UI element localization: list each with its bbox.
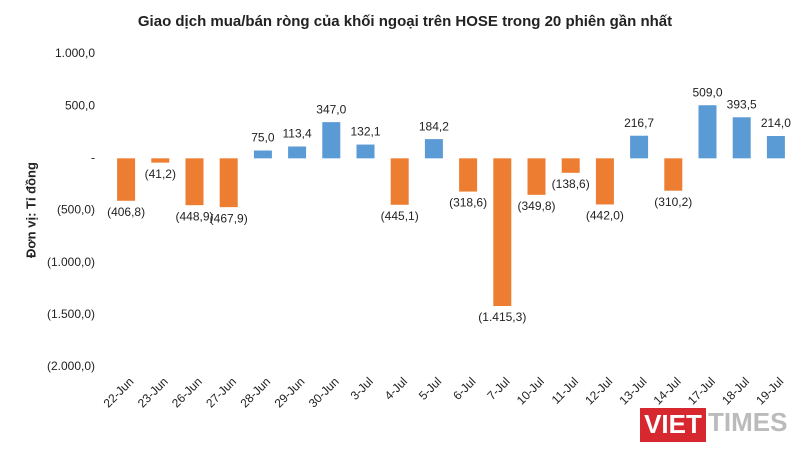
bar: [356, 144, 375, 159]
x-tick-label: 7-Jul: [484, 374, 512, 402]
bar: [288, 146, 307, 159]
logo-right: TIMES: [708, 407, 787, 437]
x-tick-label: 30-Jun: [306, 374, 342, 410]
value-label: (138,6): [552, 177, 590, 191]
bar: [459, 158, 478, 192]
y-tick-label: (2.000,0): [47, 359, 95, 373]
x-tick-label: 23-Jun: [135, 374, 171, 410]
x-tick-label: 17-Jul: [685, 374, 718, 407]
logo-box: [640, 408, 706, 442]
bar: [561, 158, 580, 173]
chart-title: Giao dịch mua/bán ròng của khối ngoại tr…: [138, 13, 672, 30]
value-label: (349,8): [517, 199, 555, 213]
x-tick-label: 19-Jul: [753, 374, 786, 407]
value-label: 214,0: [761, 116, 791, 130]
x-tick-label: 18-Jul: [719, 374, 752, 407]
x-tick-label: 14-Jul: [651, 374, 684, 407]
value-label: (467,9): [210, 211, 248, 225]
value-label: 393,5: [727, 97, 757, 111]
x-tick-label: 28-Jun: [237, 374, 273, 410]
y-axis-label: Đơn vị: Tỉ đồng: [23, 162, 38, 258]
y-tick-label: (500,0): [57, 203, 95, 217]
y-tick-label: 500,0: [65, 98, 95, 112]
y-tick-label: -: [91, 151, 95, 165]
bar: [322, 122, 341, 159]
x-tick-label: 12-Jul: [582, 374, 615, 407]
x-tick-label: 29-Jun: [272, 374, 308, 410]
value-label: 509,0: [692, 85, 722, 99]
value-label: (442,0): [586, 209, 624, 223]
x-tick-label: 10-Jul: [514, 374, 547, 407]
bar: [424, 139, 443, 159]
bar: [732, 117, 751, 159]
value-label: (1.415,3): [478, 310, 526, 324]
bar: [219, 158, 238, 208]
y-tick-label: (1.500,0): [47, 307, 95, 321]
x-tick-label: 13-Jul: [616, 374, 649, 407]
value-label: (41,2): [145, 167, 176, 181]
value-label: (406,8): [107, 205, 145, 219]
x-tick-label: 3-Jul: [348, 374, 376, 402]
bar: [766, 136, 785, 159]
logo-left: VIET: [644, 409, 702, 439]
bar: [390, 158, 409, 205]
x-tick-label: 11-Jul: [549, 374, 581, 406]
bar: [185, 158, 204, 206]
bar: [493, 158, 512, 306]
bar: [117, 158, 136, 201]
bar: [595, 158, 614, 205]
value-label: (445,1): [381, 209, 419, 223]
value-label: 216,7: [624, 116, 654, 130]
bar: [151, 158, 170, 163]
x-tick-label: 5-Jul: [416, 374, 444, 402]
value-label: (318,6): [449, 196, 487, 210]
bar: [527, 158, 546, 195]
value-label: 75,0: [251, 131, 275, 145]
x-tick-label: 26-Jun: [169, 374, 205, 410]
bar: [630, 135, 649, 159]
y-tick-label: 1.000,0: [55, 46, 95, 60]
value-label: 347,0: [316, 102, 346, 116]
bar: [253, 150, 272, 159]
value-label: 132,1: [350, 125, 380, 139]
y-tick-label: (1.000,0): [47, 255, 95, 269]
x-tick-label: 6-Jul: [450, 374, 478, 402]
value-label: (448,9): [175, 209, 213, 223]
x-tick-label: 22-Jun: [101, 374, 137, 410]
x-tick-label: 4-Jul: [382, 374, 410, 402]
value-label: 113,4: [283, 127, 312, 141]
value-label: (310,2): [654, 195, 692, 209]
x-tick-label: 27-Jun: [203, 374, 239, 410]
bar: [664, 158, 683, 191]
bar: [698, 105, 717, 159]
value-label: 184,2: [419, 119, 449, 133]
logo: VIET TIMES: [640, 407, 787, 442]
